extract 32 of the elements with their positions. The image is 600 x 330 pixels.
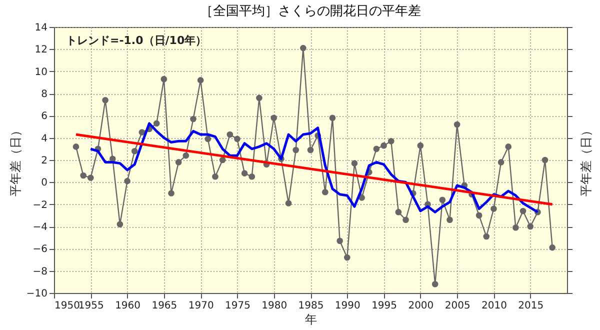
x-tick-label: 1955	[78, 300, 104, 312]
x-tick-label: 1970	[188, 300, 214, 312]
x-axis-title: 年	[305, 312, 317, 326]
y-tick-label: −10	[26, 288, 48, 300]
y2-axis-title: 平年差（日）	[579, 124, 593, 196]
x-tick-label: 1980	[262, 300, 288, 312]
y-tick-label: 0	[41, 178, 48, 189]
y-tick-label: 12	[34, 44, 48, 56]
y-tick-label: 14	[34, 22, 48, 34]
y-tick-label: 8	[41, 89, 48, 100]
x-tick-label: 1975	[224, 300, 250, 312]
y-tick-label: −4	[32, 222, 48, 233]
y-tick-label: −6	[32, 244, 48, 256]
y-tick-label: −8	[32, 266, 48, 278]
y-axis-title: 平年差（日）	[8, 124, 22, 196]
y-tick-label: −2	[32, 200, 48, 211]
x-tick-label: 1995	[372, 300, 398, 312]
x-tick-label: 1950	[54, 300, 80, 312]
y-tick-label: 6	[41, 111, 48, 122]
x-tick-label: 1990	[334, 300, 360, 312]
y-tick-label: 2	[41, 156, 48, 166]
x-tick-label: 1965	[152, 300, 178, 312]
y-tick-label: 10	[34, 66, 48, 78]
x-tick-label: 2010	[481, 300, 507, 312]
x-tick-label: 2000	[408, 300, 434, 312]
x-tick-label: 2005	[444, 300, 470, 312]
x-tick-label: 1960	[115, 300, 141, 312]
chart-title: ［全国平均］さくらの開花日の平年差	[200, 4, 421, 19]
x-tick-label: 2015	[518, 300, 544, 312]
x-tick-label: 1985	[298, 300, 324, 312]
y-tick-label: 4	[41, 133, 48, 144]
annotation: トレンド=-1.0（日/10年）	[66, 34, 207, 47]
